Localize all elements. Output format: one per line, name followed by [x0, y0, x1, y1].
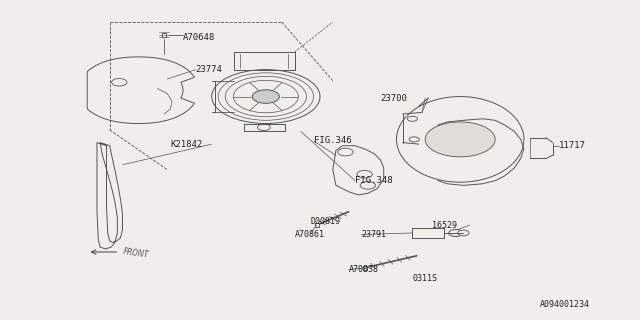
Text: FIG.346: FIG.346: [314, 136, 351, 146]
Text: 23791: 23791: [362, 230, 387, 239]
Text: A70861: A70861: [294, 230, 324, 239]
Text: FRONT: FRONT: [122, 247, 150, 260]
Polygon shape: [87, 57, 195, 124]
Text: D00819: D00819: [310, 217, 340, 226]
Text: A70838: A70838: [349, 265, 379, 274]
Text: 16529: 16529: [431, 220, 456, 229]
Text: 23700: 23700: [381, 94, 408, 103]
Circle shape: [425, 122, 495, 157]
Text: K21842: K21842: [170, 140, 202, 148]
Text: FIG.348: FIG.348: [355, 176, 393, 185]
Circle shape: [252, 90, 280, 103]
Circle shape: [449, 229, 463, 236]
Text: 0311S: 0311S: [412, 275, 437, 284]
Polygon shape: [333, 146, 384, 195]
Circle shape: [458, 230, 469, 236]
Text: 23774: 23774: [196, 65, 223, 74]
Ellipse shape: [396, 97, 524, 182]
Polygon shape: [97, 142, 122, 249]
Circle shape: [212, 69, 320, 124]
Text: 11717: 11717: [559, 141, 586, 150]
Text: A094001234: A094001234: [540, 300, 590, 309]
Text: A70648: A70648: [183, 33, 215, 42]
